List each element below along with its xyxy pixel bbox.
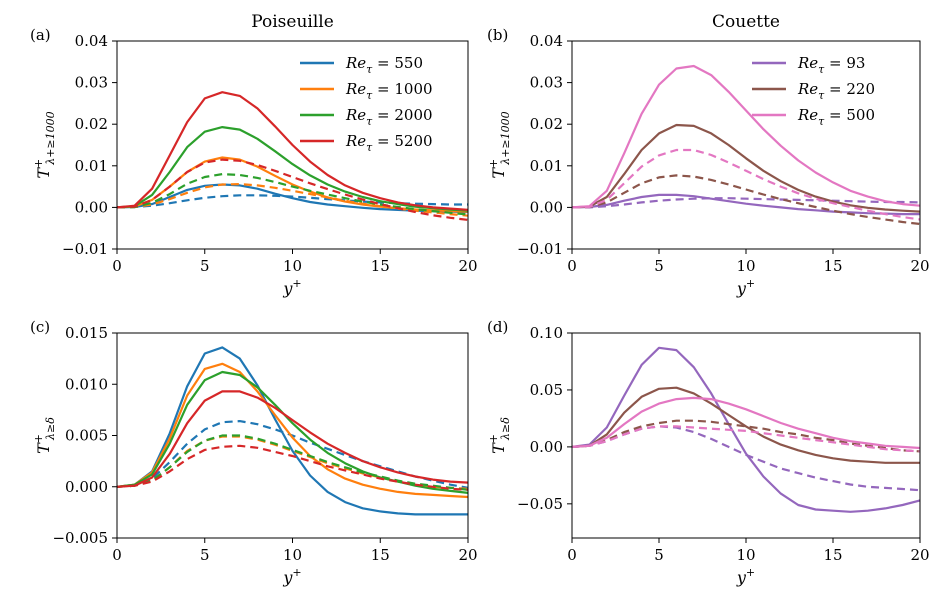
legend-b: Reτ = 93 Reτ = 220 Reτ = 500 [752,54,875,128]
series-line-b-4 [571,64,921,209]
series-line-c-2 [116,362,469,499]
panel-label-d: (d) [487,318,508,336]
legend-a: Reτ = 550 Reτ = 1000 Reτ = 2000 Reτ = 5200 [300,54,433,154]
x-tick-label-c-4: 20 [458,546,477,564]
y-tick-label-d-1: 0.00 [530,438,563,456]
y-tick-label-c-4: 0.015 [65,324,108,342]
x-tick-label-d-4: 20 [910,546,929,564]
y-tick-label-a-1: 0.00 [75,198,108,216]
y-tick-label-d-3: 0.10 [530,324,563,342]
chart-panel-b: 0 5 10 15 20 −0.01 0.00 0.01 0.02 0.03 0.04 y+ T+λ+≥… [487,12,930,298]
series-line-b-0 [571,193,920,216]
series-line-d-1 [571,425,921,492]
x-tick-label-d-1: 5 [654,546,664,564]
x-tick-label-b-4: 20 [910,257,929,275]
x-tick-label-c-3: 15 [371,546,390,564]
y-tick-label-c-2: 0.005 [65,427,108,445]
series-line-a-4 [116,125,469,212]
y-tick-label-b-2: 0.01 [530,157,563,175]
y-tick-label-c-1: 0.000 [65,478,108,496]
x-tick-label-d-3: 15 [823,546,842,564]
legend-label-a-2: Reτ = 2000 [345,106,433,128]
x-tick-label-c-1: 5 [200,546,210,564]
series-line-d-0 [571,346,921,513]
y-tick-label-c-3: 0.010 [65,375,108,393]
legend-label-a-0: Reτ = 550 [345,54,423,76]
legend-label-a-1: Reτ = 1000 [345,80,433,102]
y-tick-label-c-0: −0.005 [52,529,108,547]
series-line-b-1 [572,197,921,209]
x-axis-label-d: y+ [736,566,755,587]
x-tick-label-d-2: 10 [736,546,755,564]
y-tick-label-d-0: −0.05 [517,495,563,513]
y-axis-label-d: T+λ≥δ [487,417,512,454]
chart-panel-d: 0 5 10 15 20 −0.05 0.00 0.05 0.10 y+ T+λ≥δ (d) [487,318,930,587]
series-line-d-2 [571,386,920,464]
x-tick-label-a-0: 0 [112,257,122,275]
y-tick-label-b-1: 0.00 [530,198,563,216]
y-tick-label-a-0: −0.01 [62,240,108,258]
legend-label-b-2: Reτ = 500 [797,106,875,128]
x-tick-label-a-1: 5 [200,257,210,275]
panel-label-c: (c) [30,318,50,336]
x-tick-label-a-3: 15 [371,257,390,275]
y-tick-label-a-4: 0.03 [75,74,108,92]
x-axis-label-b: y+ [736,277,755,298]
series-line-c-7 [116,444,469,491]
series-line-a-7 [116,158,469,221]
x-tick-label-c-2: 10 [283,546,302,564]
series-line-d-5 [571,425,921,453]
x-tick-label-a-4: 20 [458,257,477,275]
series-line-a-3 [116,183,469,217]
legend-label-b-0: Reτ = 93 [797,54,865,76]
legend-label-a-3: Reτ = 5200 [345,132,433,154]
y-tick-label-a-2: 0.01 [75,157,108,175]
series-line-b-2 [571,123,921,213]
y-tick-label-b-3: 0.02 [530,115,563,133]
series-line-b-3 [571,174,921,226]
y-axis-label-c: T+λ≥δ [32,417,57,454]
chart-panel-a: 0 5 10 15 20 −0.01 0.00 0.01 0.02 0.03 0.04 y+ T+λ+≥… [30,12,478,298]
y-tick-label-b-5: 0.04 [530,32,563,50]
y-tick-label-b-4: 0.03 [530,74,563,92]
y-axis-label-b: T+λ+≥1000 [487,111,512,178]
x-tick-label-b-2: 10 [736,257,755,275]
series-line-a-5 [116,173,469,216]
y-tick-label-a-3: 0.02 [75,115,108,133]
x-axis-label-c: y+ [282,566,301,587]
series-line-d-4 [571,396,921,450]
x-tick-label-a-2: 10 [283,257,302,275]
y-tick-label-d-2: 0.05 [530,381,563,399]
chart-panel-c: 0 5 10 15 20 −0.005 0.000 0.005 0.010 0.015 y+ T+λ≥… [30,318,478,587]
y-tick-label-a-5: 0.04 [75,32,108,50]
series-line-a-6 [116,91,469,211]
panel-title-a: Poiseuille [251,12,334,32]
x-tick-label-c-0: 0 [112,546,122,564]
y-axis-label-a: T+λ+≥1000 [32,111,57,178]
panel-label-a: (a) [30,26,51,44]
x-tick-label-b-1: 5 [654,257,664,275]
legend-label-b-1: Reτ = 220 [797,80,875,102]
series-line-c-0 [116,346,468,516]
x-tick-label-b-0: 0 [567,257,577,275]
panel-title-b: Couette [712,12,780,32]
series-line-c-6 [116,390,469,488]
panel-label-b: (b) [487,26,508,44]
x-axis-label-a: y+ [282,277,301,298]
series-line-c-1 [116,420,469,489]
x-tick-label-b-3: 15 [823,257,842,275]
axes-frame-b [571,40,921,250]
series-line-b-5 [571,148,921,221]
y-tick-label-b-0: −0.01 [517,240,563,258]
x-tick-label-d-0: 0 [567,546,577,564]
